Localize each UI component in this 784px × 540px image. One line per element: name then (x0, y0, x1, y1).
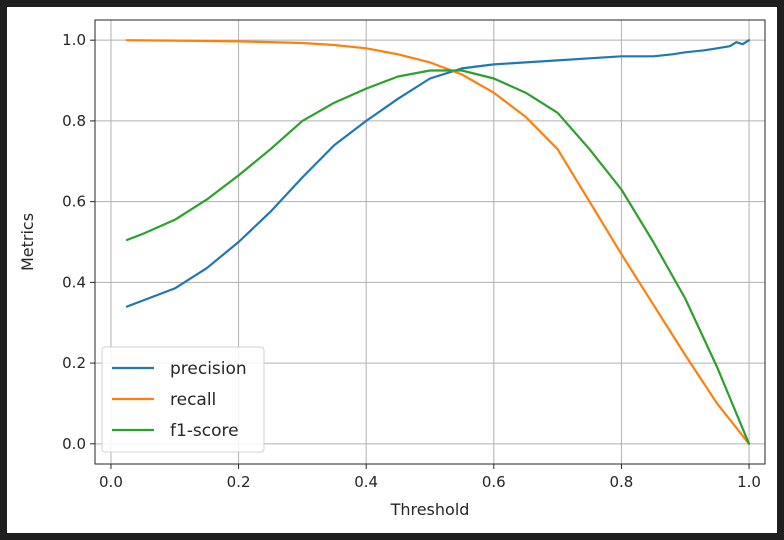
legend-label-precision: precision (170, 359, 247, 379)
series-line-precision (125, 39, 751, 308)
y-tick-label: 0.2 (62, 354, 86, 372)
x-tick-label: 1.0 (737, 473, 761, 491)
y-tick-label: 0.8 (62, 112, 86, 130)
y-tick-label: 0.0 (62, 435, 86, 453)
x-tick-label: 0.2 (227, 473, 251, 491)
y-tick-label: 0.6 (62, 193, 86, 211)
series-lines (125, 39, 751, 445)
y-axis-label: Metrics (18, 213, 37, 271)
y-tick-label: 0.4 (62, 273, 86, 291)
legend-label-recall: recall (170, 390, 216, 410)
plot-frame (94, 19, 766, 465)
x-tick-label: 0.0 (99, 473, 123, 491)
chart-canvas: 0.0 0.2 0.4 0.6 0.8 1.0 0.0 0.2 0.4 0.6 0.8 1.0 Thr… (7, 7, 777, 533)
x-tick-label: 0.4 (354, 473, 378, 491)
axis-ticks: 0.0 0.2 0.4 0.6 0.8 1.0 0.0 0.2 0.4 0.6 0.8 1.0 (62, 31, 761, 491)
legend: precision recall f1-score (101, 346, 265, 453)
legend-label-f1-score: f1-score (170, 421, 239, 441)
x-axis-label: Threshold (390, 500, 470, 519)
metrics-chart: 0.0 0.2 0.4 0.6 0.8 1.0 0.0 0.2 0.4 0.6 0.8 1.0 Thr… (18, 19, 766, 519)
x-tick-label: 0.8 (609, 473, 633, 491)
legend-box (101, 346, 265, 453)
x-tick-label: 0.6 (482, 473, 506, 491)
series-line-f1-score (125, 69, 751, 445)
y-tick-label: 1.0 (62, 31, 86, 49)
series-line-recall (125, 39, 751, 445)
